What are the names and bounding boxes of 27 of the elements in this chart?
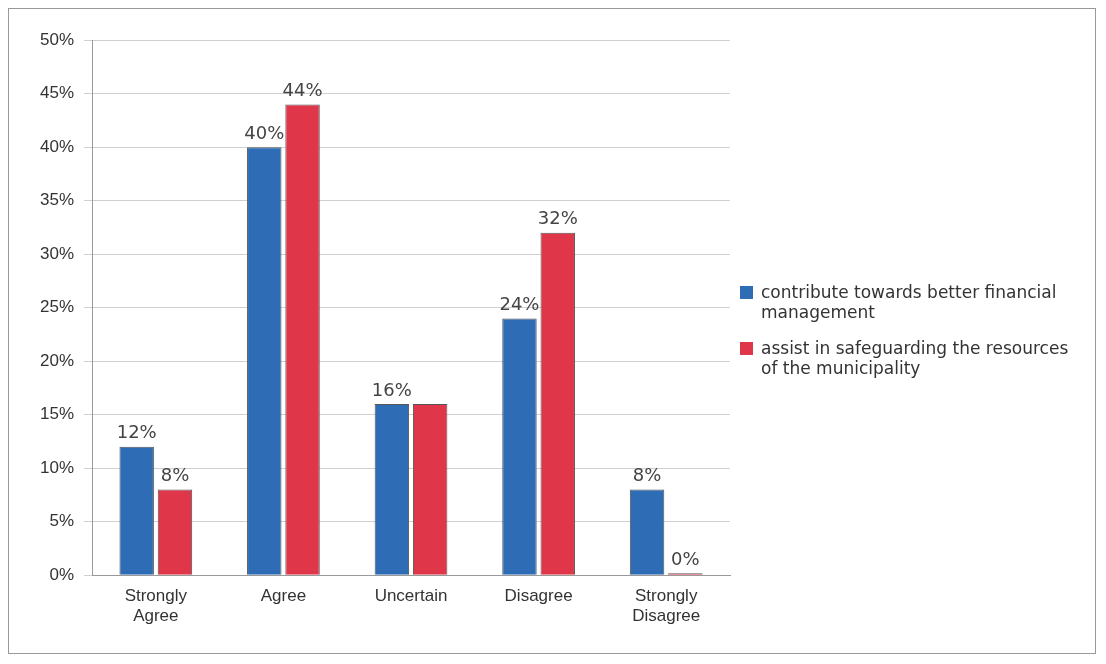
y-tick-label: 25% (39, 297, 75, 317)
data-label: 40% (244, 121, 285, 143)
x-tick-label: Disagree (504, 586, 573, 606)
data-label: 16% (371, 378, 412, 400)
y-tick-label: 15% (39, 404, 75, 424)
y-tick-label: 40% (39, 136, 75, 156)
x-tick-label: Agree (260, 586, 307, 606)
y-tick-label: 50% (39, 29, 75, 49)
x-tick-label: Strongly Agree (124, 586, 188, 626)
y-tick-label: 30% (39, 243, 75, 263)
x-tick-label: Strongly Disagree (632, 586, 701, 626)
y-tick-label: 5% (49, 511, 75, 531)
data-label: 8% (632, 464, 662, 486)
x-tick-label: Uncertain (374, 586, 448, 606)
data-label: 32% (537, 207, 578, 229)
data-label: 0% (671, 547, 700, 569)
data-label: 8% (160, 464, 190, 486)
y-tick-label: 20% (39, 350, 75, 370)
legend-label: assist in safeguarding the resources of the municipality (761, 338, 1070, 378)
y-tick-label: 10% (39, 457, 75, 477)
data-label: 24% (499, 293, 540, 315)
y-tick-label: 0% (49, 564, 75, 584)
y-tick-label: 45% (39, 83, 75, 103)
y-tick-label: 35% (39, 190, 75, 210)
data-label: 44% (282, 79, 323, 101)
legend-label: contribute towards better financial management (761, 282, 1058, 322)
data-label: 12% (116, 421, 157, 443)
